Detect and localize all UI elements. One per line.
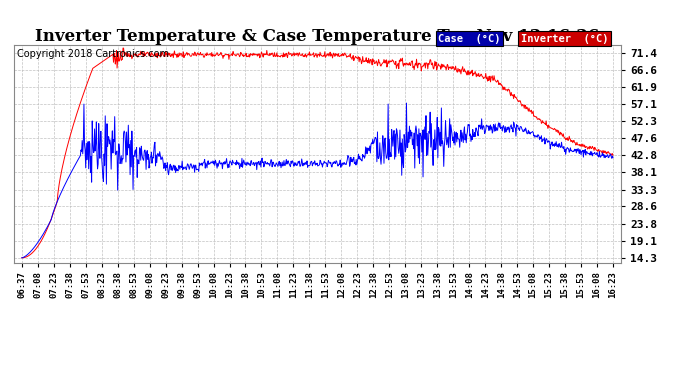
Text: Case  (°C): Case (°C) [438,34,501,44]
Text: Inverter  (°C): Inverter (°C) [521,34,609,44]
Title: Inverter Temperature & Case Temperature Tue Nov 13 16:36: Inverter Temperature & Case Temperature … [35,28,600,45]
Text: Copyright 2018 Cartronics.com: Copyright 2018 Cartronics.com [17,49,169,59]
